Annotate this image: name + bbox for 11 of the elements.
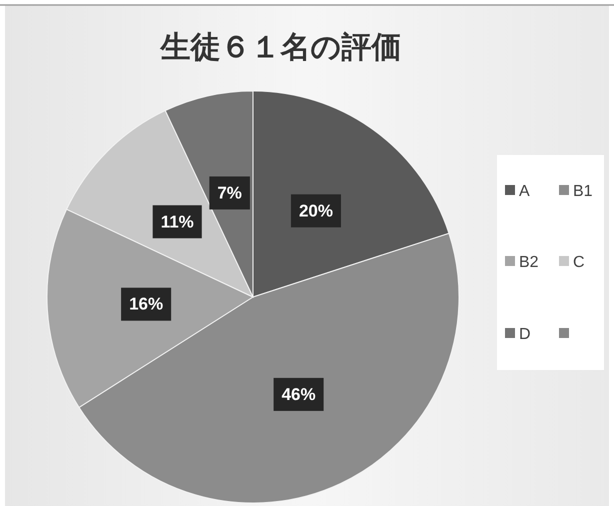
legend-label: B2 — [519, 254, 539, 271]
data-label: 46% — [282, 384, 316, 404]
data-label: 20% — [298, 201, 333, 220]
data-label: 11% — [160, 212, 194, 232]
data-label: 16% — [129, 294, 164, 314]
slice-label: B1 — [573, 183, 593, 200]
legend-label: A — [519, 183, 530, 200]
data-label: 7% — [217, 183, 242, 202]
legend-label: D — [519, 326, 531, 343]
legend-label: C — [573, 254, 585, 271]
title: 生徒６１名の評価 — [160, 31, 402, 64]
